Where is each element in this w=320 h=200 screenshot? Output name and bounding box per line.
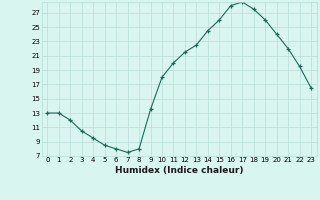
X-axis label: Humidex (Indice chaleur): Humidex (Indice chaleur) xyxy=(115,166,244,175)
